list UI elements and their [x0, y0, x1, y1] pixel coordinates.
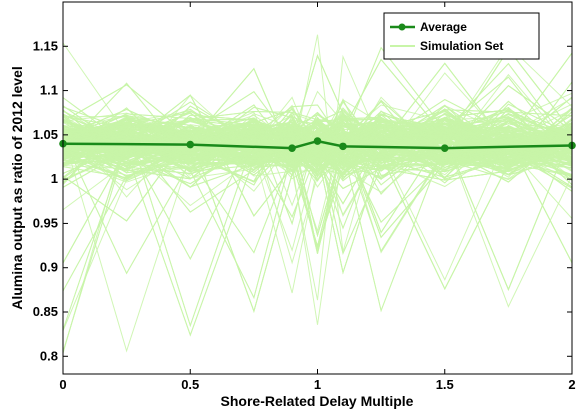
- average-point: [186, 140, 195, 149]
- simulation-line: [63, 122, 572, 169]
- simulation-line: [63, 116, 572, 167]
- legend-marker-average: [398, 23, 406, 31]
- legend-box: [383, 12, 540, 60]
- simulation-line: [63, 110, 572, 163]
- x-axis-label: Shore-Related Delay Multiple: [221, 393, 414, 409]
- y-axis-ticks: 0.8 0.85 0.9 0.95 1 1.05 1.1 1.15: [33, 38, 572, 363]
- simulation-line: [63, 119, 572, 173]
- y-tick-label: 1.15: [33, 38, 58, 53]
- simulation-line: [63, 125, 572, 183]
- y-tick-label: 1.1: [40, 83, 58, 98]
- x-tick-label: 1.5: [436, 377, 454, 392]
- legend-label-average: Average: [420, 20, 467, 34]
- simulation-line: [63, 112, 572, 181]
- x-tick-label: 0: [59, 377, 66, 392]
- average-point: [339, 142, 347, 151]
- average-point: [313, 137, 322, 145]
- x-tick-label: 0.5: [181, 377, 199, 392]
- y-tick-label: 0.95: [33, 215, 58, 230]
- simulation-line: [63, 116, 572, 150]
- average-point: [440, 144, 449, 152]
- legend: Average Simulation Set: [383, 12, 540, 60]
- y-tick-label: 1: [51, 171, 58, 186]
- y-axis-label: Alumina output as ratio of 2012 level: [9, 66, 25, 310]
- y-tick-label: 1.05: [33, 127, 58, 142]
- x-tick-label: 2: [568, 377, 575, 392]
- legend-label-simulation-set: Simulation Set: [420, 39, 503, 53]
- average-series: [59, 137, 576, 152]
- x-axis-ticks: 0 0.5 1 1.5 2: [59, 2, 576, 392]
- simulation-line: [63, 124, 572, 292]
- simulation-set-lines: [63, 34, 572, 354]
- simulation-line: [63, 126, 572, 182]
- y-tick-label: 0.85: [33, 304, 58, 319]
- simulation-line: [63, 127, 572, 173]
- x-tick-label: 1: [314, 377, 321, 392]
- simulation-line: [63, 115, 572, 155]
- simulation-line: [63, 127, 572, 178]
- y-tick-label: 0.8: [40, 348, 58, 363]
- simulation-line: [63, 127, 572, 178]
- average-point: [288, 144, 296, 152]
- y-tick-label: 0.9: [40, 260, 58, 275]
- simulation-line: [63, 120, 572, 176]
- simulation-line: [63, 118, 572, 180]
- simulation-line: [63, 58, 572, 188]
